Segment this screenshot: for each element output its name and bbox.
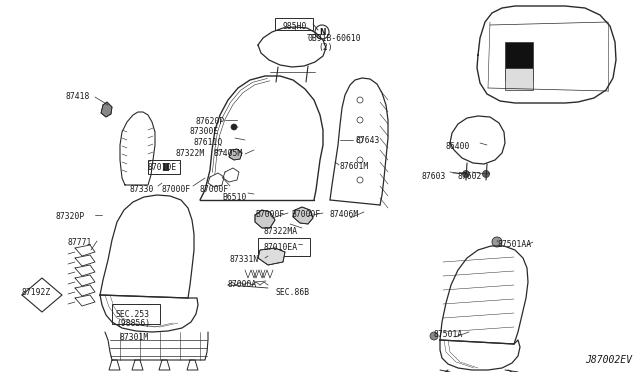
Bar — [505, 68, 533, 90]
Polygon shape — [255, 210, 275, 228]
Polygon shape — [258, 248, 285, 265]
Text: 87406M: 87406M — [330, 210, 359, 219]
Text: 86400: 86400 — [446, 142, 470, 151]
Text: 87601M: 87601M — [340, 162, 369, 171]
Polygon shape — [293, 207, 313, 224]
Text: 87010E: 87010E — [148, 163, 177, 172]
Text: (98856): (98856) — [116, 319, 150, 328]
Circle shape — [483, 170, 490, 177]
Text: SEC.86B: SEC.86B — [275, 288, 309, 297]
Text: B6510: B6510 — [222, 193, 246, 202]
Text: 985H0: 985H0 — [283, 22, 307, 31]
Text: 87010EA: 87010EA — [263, 243, 297, 252]
Text: 87603: 87603 — [422, 172, 446, 181]
Text: 87501A: 87501A — [433, 330, 462, 339]
Polygon shape — [229, 149, 242, 160]
Polygon shape — [101, 102, 112, 117]
Bar — [163, 163, 169, 171]
Circle shape — [430, 332, 438, 340]
Bar — [505, 42, 533, 80]
Text: J87002EV: J87002EV — [585, 355, 632, 365]
Text: SEC.253: SEC.253 — [116, 310, 150, 319]
Text: 87192Z: 87192Z — [22, 288, 51, 297]
Text: 87322MA: 87322MA — [263, 227, 297, 236]
Text: 0B91B-60610: 0B91B-60610 — [308, 34, 362, 43]
Text: 87620P: 87620P — [196, 117, 225, 126]
Circle shape — [492, 237, 502, 247]
Text: 87322M: 87322M — [176, 149, 205, 158]
Text: 87330: 87330 — [130, 185, 154, 194]
Text: 87000A: 87000A — [228, 280, 257, 289]
Circle shape — [231, 124, 237, 130]
Text: 87643: 87643 — [355, 136, 380, 145]
Text: (2): (2) — [318, 43, 333, 52]
Text: 87300E: 87300E — [190, 127, 220, 136]
Text: 87301M: 87301M — [120, 333, 149, 342]
Text: 87000F: 87000F — [199, 185, 228, 194]
Text: 87602: 87602 — [458, 172, 483, 181]
Text: B7000F: B7000F — [291, 210, 320, 219]
Text: 87611Q: 87611Q — [193, 138, 222, 147]
Text: 87331N: 87331N — [230, 255, 259, 264]
Circle shape — [463, 170, 470, 177]
Text: 87000F: 87000F — [161, 185, 190, 194]
Text: B7000F: B7000F — [255, 210, 284, 219]
Text: 87405M: 87405M — [213, 149, 243, 158]
Text: 87320P: 87320P — [55, 212, 84, 221]
Text: 87501AA: 87501AA — [498, 240, 532, 249]
Text: 87771: 87771 — [68, 238, 92, 247]
Text: N: N — [319, 28, 325, 37]
Text: 87418: 87418 — [65, 92, 90, 101]
